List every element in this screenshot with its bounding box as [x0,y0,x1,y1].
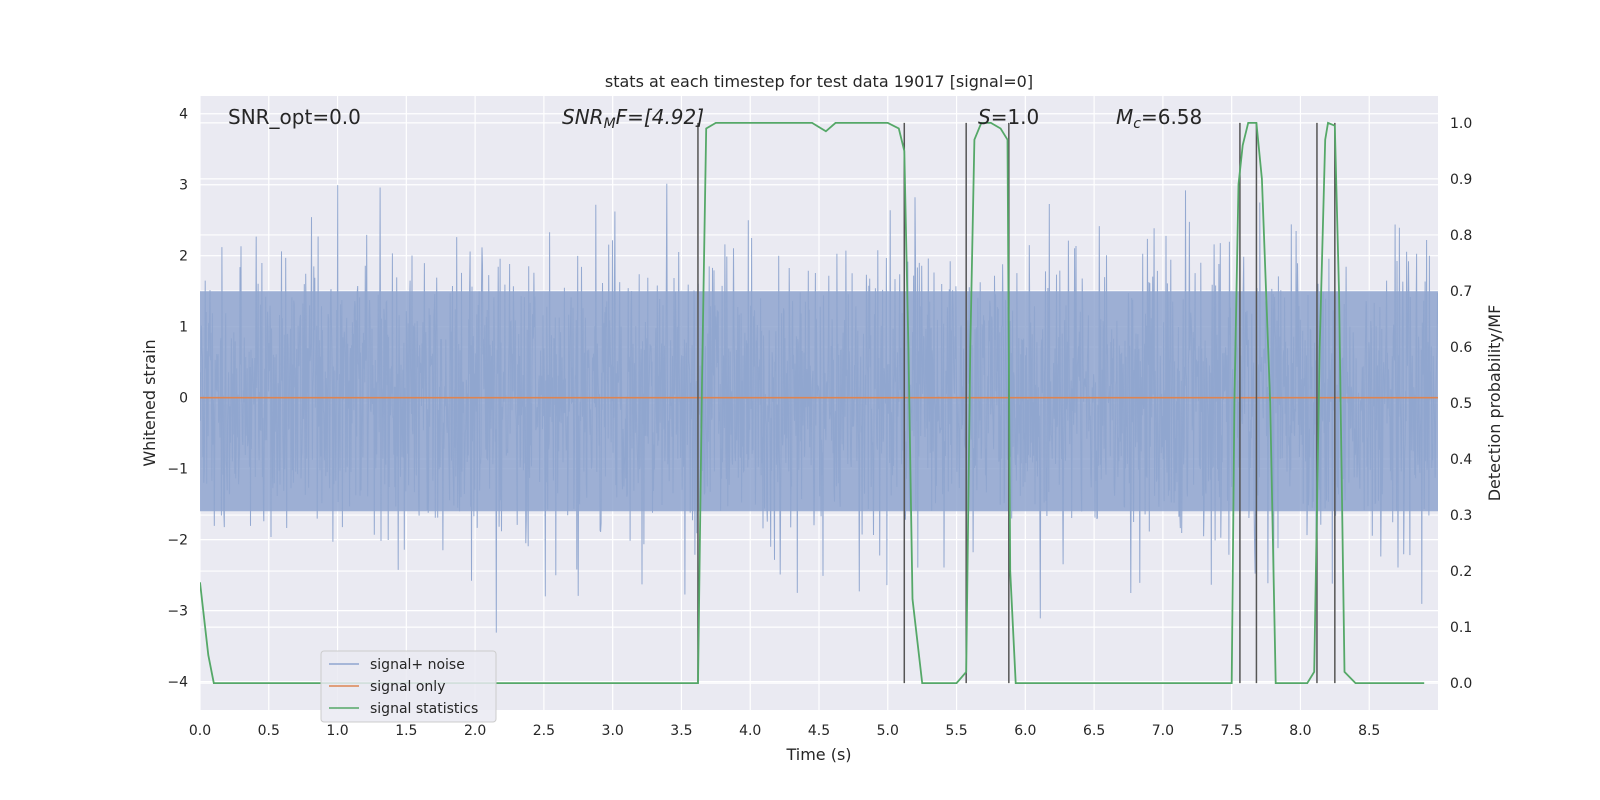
x-axis-label: Time (s) [785,745,851,764]
legend-box [320,650,497,723]
annotation-snr-opt: SNR_opt=0.0 [228,105,361,129]
x-tick-labels: 0.0 0.5 1.0 1.5 2.0 2.5 3.0 3.5 4.0 4.5 5.0 5.5 6.0 6… [189,723,1380,739]
y2-axis-label: Detection probability/MF [1485,305,1504,502]
series-signal-noise [200,183,1438,633]
x-tick-label: 6.5 [1083,723,1105,739]
legend-label-signal-noise: signal+ noise [370,657,465,673]
x-tick-label: 6.0 [1014,723,1036,739]
x-tick-label: 5.0 [877,723,899,739]
x-tick-label: 7.5 [1221,723,1243,739]
y2-tick-label: 0.3 [1450,508,1472,524]
x-tick-label: 3.5 [670,723,692,739]
x-tick-label: 1.0 [326,723,348,739]
y2-tick-label: 0.9 [1450,172,1472,188]
y2-tick-label: 0.5 [1450,396,1472,412]
y-tick-label: −4 [167,675,188,691]
y-tick-label: 1 [179,320,188,336]
x-tick-label: 2.5 [533,723,555,739]
y-tick-labels: 4 3 2 1 0 −1 −2 −3 −4 [167,107,188,691]
y-tick-label: −2 [167,533,188,549]
y2-tick-label: 0.8 [1450,228,1472,244]
y-tick-label: 2 [179,249,188,265]
series-signal-statistics [200,121,1425,684]
y-tick-label: 4 [179,107,188,123]
y-tick-label: −1 [167,462,188,478]
y-tick-label: 0 [179,391,188,407]
x-tick-label: 4.5 [808,723,830,739]
x-tick-label: 1.5 [395,723,417,739]
x-tick-label: 3.0 [602,723,624,739]
annotation-mc: Mc=6.58 [1116,105,1202,132]
annotation-s: S=1.0 [978,105,1039,129]
y2-tick-label: 0.0 [1450,676,1472,692]
x-tick-label: 0.5 [258,723,280,739]
x-tick-label: 8.0 [1289,723,1311,739]
y2-tick-label: 0.6 [1450,340,1472,356]
y-tick-label: 3 [179,178,188,194]
y-axis-label: Whitened strain [140,339,159,466]
x-tick-label: 0.0 [189,723,211,739]
y2-tick-labels: 1.0 0.9 0.8 0.7 0.6 0.5 0.4 0.3 0.2 0.1 0.0 [1450,116,1472,692]
x-tick-label: 8.5 [1358,723,1380,739]
chart-title: stats at each timestep for test data 190… [605,72,1033,91]
legend: signal+ noise signal only signal statist… [320,650,497,723]
x-tick-label: 4.0 [739,723,761,739]
legend-label-signal-statistics: signal statistics [370,701,478,717]
y2-tick-label: 0.7 [1450,284,1472,300]
x-tick-label: 7.0 [1152,723,1174,739]
annotation-snr-mf: SNRMF=[4.92] [562,105,704,132]
y2-tick-label: 1.0 [1450,116,1472,132]
legend-label-signal-only: signal only [370,679,445,695]
y2-tick-label: 0.4 [1450,452,1472,468]
y-tick-label: −3 [167,604,188,620]
x-tick-label: 2.0 [464,723,486,739]
y2-tick-label: 0.1 [1450,620,1472,636]
x-tick-label: 5.5 [945,723,967,739]
y2-tick-label: 0.2 [1450,564,1472,580]
